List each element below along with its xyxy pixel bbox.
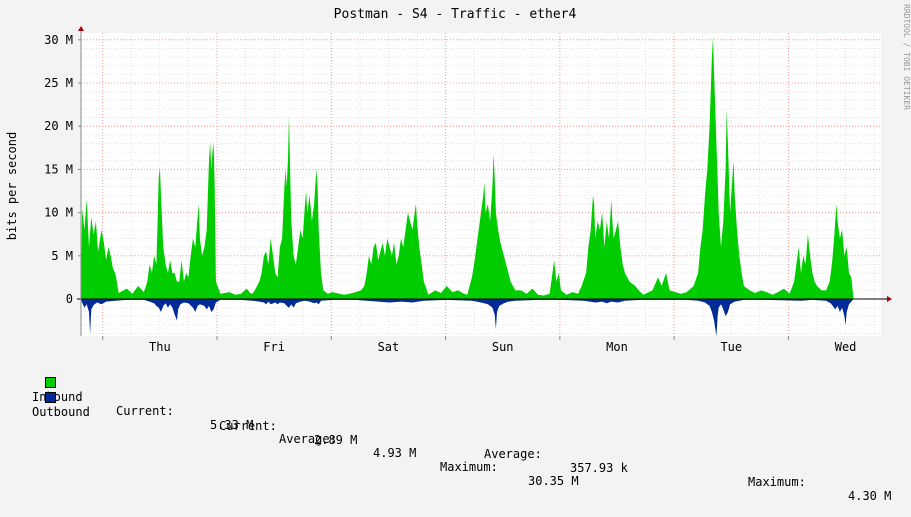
x-tick-label: Wed — [835, 340, 857, 354]
legend-average-label: Average: — [484, 447, 542, 461]
y-tick-label: 15 M — [44, 162, 73, 176]
legend-maximum-value: 4.30 M — [848, 489, 892, 503]
y-axis-arrow — [78, 26, 84, 31]
y-tick-label: 5 M — [51, 249, 73, 263]
series-area-inbound — [81, 36, 854, 300]
x-tick-label: Sat — [378, 340, 400, 354]
x-tick-label: Sun — [492, 340, 514, 354]
x-axis-arrow — [887, 296, 892, 302]
legend-average-value: 4.93 M — [373, 446, 417, 460]
traffic-chart: 0 5 M 10 M 15 M 20 M 25 M 30 M Thu Fri Sat Sun Mon T… — [5, 4, 911, 354]
legend-row-outbound: Outbound Current: 2.89 M Average: 357.93… — [16, 377, 891, 503]
legend-current-value: 2.89 M — [314, 433, 358, 447]
legend-maximum-label: Maximum: — [440, 460, 498, 474]
y-tick-label: 0 — [66, 292, 73, 306]
x-tick-label: Tue — [720, 340, 742, 354]
x-tick-label: Mon — [606, 340, 628, 354]
legend-current-label: Current: — [116, 404, 174, 418]
legend-swatch-inbound — [44, 377, 56, 388]
y-axis-label: bits per second — [5, 132, 19, 240]
legend-average-value: 357.93 k — [570, 461, 628, 475]
y-tick-label: 10 M — [44, 206, 73, 220]
rrd-graph: 0 5 M 10 M 15 M 20 M 25 M 30 M Thu Fri Sat Sun Mon T… — [5, 4, 911, 503]
y-tick-label: 20 M — [44, 119, 73, 133]
legend-current-label: Current: — [219, 419, 277, 433]
legend-row-inbound: Inbound Current: 5.33 M Average: 4.93 M … — [16, 362, 579, 488]
series-area-outbound — [81, 299, 854, 337]
legend-name: Outbound — [32, 405, 90, 419]
legend-swatch-outbound — [44, 392, 56, 403]
x-tick-label: Fri — [263, 340, 285, 354]
legend-maximum-label: Maximum: — [748, 475, 806, 489]
x-tick-label: Thu — [149, 340, 171, 354]
y-tick-label: 25 M — [44, 76, 73, 90]
chart-title: Postman - S4 - Traffic - ether4 — [334, 7, 577, 22]
watermark: RRDTOOL / TOBI OETIKER — [902, 4, 911, 110]
y-tick-label: 30 M — [44, 33, 73, 47]
legend-maximum-value: 30.35 M — [528, 474, 579, 488]
